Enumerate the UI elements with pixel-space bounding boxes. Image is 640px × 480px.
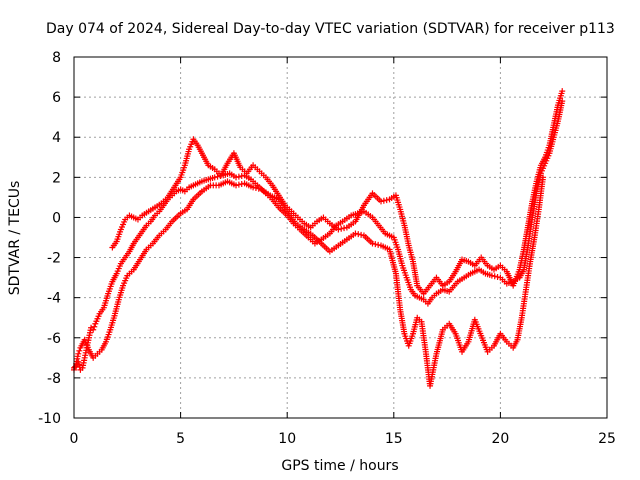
data-point (380, 197, 387, 204)
x-tick-label: 25 (598, 431, 616, 447)
data-point (75, 350, 82, 357)
data-point (369, 240, 376, 247)
data-point (559, 88, 566, 95)
x-tick-label: 0 (70, 431, 79, 447)
grid-lines (74, 57, 607, 418)
y-tick-label: -4 (47, 291, 61, 307)
y-tick-labels: -10 -8 -6 -4 -2 0 2 4 6 8 (38, 50, 61, 427)
chart-title: Day 074 of 2024, Sidereal Day-to-day VTE… (46, 21, 615, 37)
data-point (375, 241, 382, 248)
y-tick-label: 8 (52, 50, 61, 66)
data-point (488, 272, 495, 279)
x-tick-label: 5 (176, 431, 185, 447)
y-tick-label: -6 (47, 331, 61, 347)
x-tick-label: 15 (385, 431, 403, 447)
data-point (335, 226, 342, 233)
data-point (252, 185, 259, 192)
data-point (491, 273, 498, 280)
data-point (255, 185, 262, 192)
data-point (494, 273, 501, 280)
data-point (559, 98, 566, 105)
data-points (71, 88, 566, 389)
data-point (352, 230, 359, 237)
data-point (235, 173, 242, 180)
y-tick-label: 4 (52, 130, 61, 146)
y-tick-label: -10 (38, 411, 61, 427)
axis-ticks (73, 56, 608, 419)
data-point (372, 241, 379, 248)
y-tick-label: 0 (52, 210, 61, 226)
data-point (75, 361, 82, 368)
data-point (358, 231, 365, 238)
data-point (540, 174, 547, 181)
data-point (338, 225, 345, 232)
data-point (91, 323, 98, 330)
data-point (76, 347, 83, 354)
data-point (214, 173, 221, 180)
data-point (250, 184, 257, 191)
data-point (233, 174, 240, 181)
data-point (383, 197, 390, 204)
y-tick-label: 2 (52, 170, 61, 186)
y-tick-label: -8 (47, 371, 61, 387)
data-point (90, 326, 97, 333)
plot-frame (73, 56, 608, 419)
y-tick-label: 6 (52, 90, 61, 106)
data-point (378, 198, 385, 205)
data-point (341, 225, 348, 232)
data-point (72, 363, 79, 370)
data-point (235, 181, 242, 188)
x-tick-label: 20 (491, 431, 509, 447)
y-axis-label: SDTVAR / TECUs (7, 181, 23, 296)
data-point (238, 172, 245, 179)
y-tick-label: -2 (47, 251, 61, 267)
x-tick-label: 10 (278, 431, 296, 447)
data-point (211, 174, 218, 181)
x-tick-labels: 0 5 10 15 20 25 (70, 431, 616, 447)
data-point (233, 182, 240, 189)
data-point (355, 231, 362, 238)
x-axis-label: GPS time / hours (281, 458, 398, 474)
